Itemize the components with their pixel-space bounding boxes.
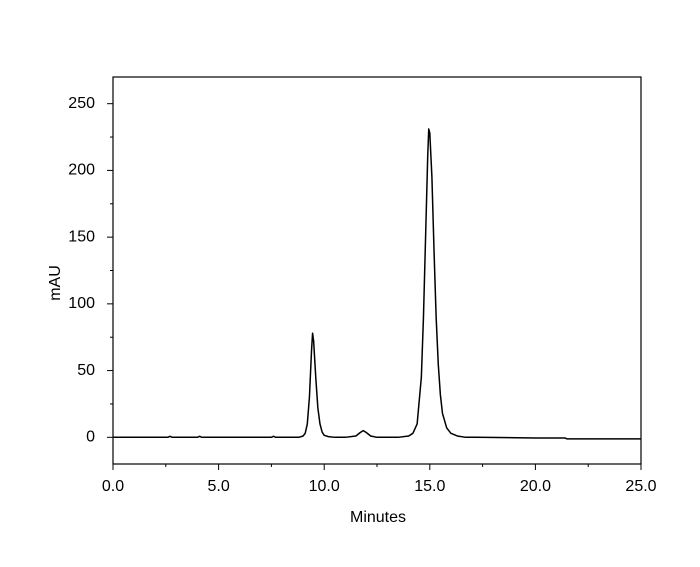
y-tick-label: 100: [68, 295, 95, 312]
x-tick-label: 0.0: [102, 478, 124, 495]
y-axis-label: mAU: [47, 265, 64, 301]
x-tick-label: 15.0: [414, 478, 445, 495]
y-tick-label: 0: [86, 429, 95, 446]
y-tick-label: 150: [68, 228, 95, 245]
plot-frame: [112, 76, 642, 465]
y-tick-label: 50: [77, 362, 95, 379]
x-tick-label: 10.0: [309, 478, 340, 495]
y-tick-label: 250: [68, 95, 95, 112]
x-tick-label: 5.0: [207, 478, 229, 495]
x-tick-label: 20.0: [520, 478, 551, 495]
y-tick-label: 200: [68, 162, 95, 179]
x-axis-label: Minutes: [350, 509, 406, 526]
chromatogram-trace: [113, 128, 641, 440]
x-tick-label: 25.0: [625, 478, 656, 495]
